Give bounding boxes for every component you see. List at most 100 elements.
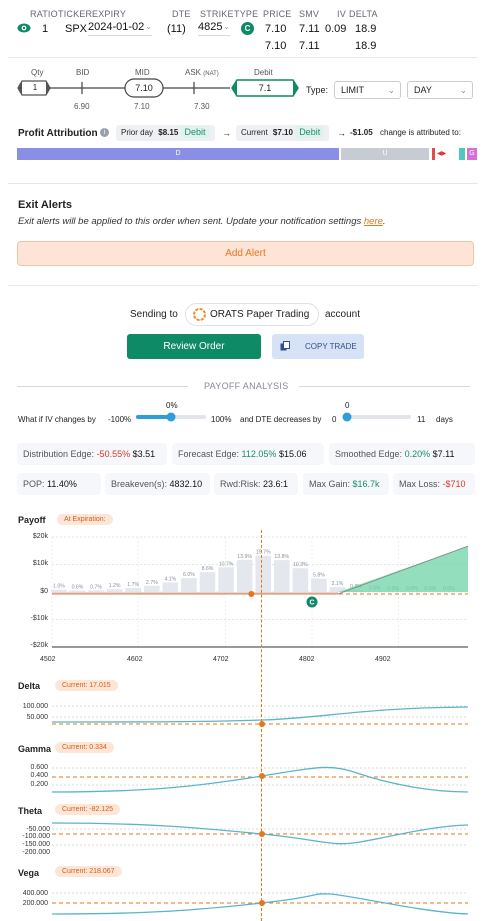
delta-header: DELTA xyxy=(349,9,378,19)
iv-slider[interactable] xyxy=(136,410,208,424)
payoff-line xyxy=(52,545,469,595)
qty-stepper[interactable] xyxy=(17,80,51,96)
expiry-value: 2024-01-02 xyxy=(88,21,145,33)
price-value: 7.10 xyxy=(265,23,287,35)
attribution-bar-delta[interactable]: D xyxy=(17,148,339,160)
strike-marker-icon xyxy=(306,596,318,608)
dte-slider[interactable] xyxy=(341,410,413,424)
reward-risk-stat: Rwd:Risk: 23.6:1 xyxy=(214,473,298,495)
dte-change-label: and DTE decreases by xyxy=(240,415,322,424)
time-in-force-value: DAY xyxy=(414,85,432,95)
y-tick-label: $0 xyxy=(40,588,48,595)
smv-header: SMV xyxy=(299,9,320,19)
bar-data-label: 0.6% xyxy=(72,585,84,591)
stat-value: 112.05% xyxy=(241,449,277,459)
probability-bar xyxy=(69,590,86,592)
current-label: Current: xyxy=(62,868,88,875)
attribution-bar-gamma[interactable]: G xyxy=(467,148,477,160)
ratio-header: RATIO xyxy=(30,9,58,19)
gamma-chart[interactable] xyxy=(0,758,486,803)
bar-data-label: 10.7% xyxy=(219,561,234,567)
mid-handle-value[interactable]: 7.10 xyxy=(135,83,153,93)
arrow-right-icon: → xyxy=(222,128,231,138)
at-expiration-pill: At Expiration: xyxy=(57,514,113,525)
ratio-value: 1 xyxy=(42,23,49,35)
profit-attribution-title: Profit Attribution xyxy=(18,128,98,139)
probability-bar xyxy=(125,588,142,592)
add-alert-button[interactable]: Add Alert xyxy=(17,241,474,266)
payoff-chart[interactable]: 1.0% 0.6% 0.7% 1.2% 1.7% 2.7% 4.1% 6.0% 8.6% 10.7… xyxy=(0,520,486,670)
notification-settings-link[interactable]: here xyxy=(363,216,383,227)
stat-label: Smoothed Edge: xyxy=(335,449,403,459)
stat-label: Max Loss: xyxy=(399,479,441,489)
order-type-select[interactable]: LIMIT ⌄ xyxy=(334,81,401,99)
delta-current-value: 17.015 xyxy=(89,682,111,689)
attribution-bar-underlying[interactable]: U xyxy=(341,148,429,160)
bar-data-label: 8.6% xyxy=(202,566,214,572)
arrows-icon: ◀▶ xyxy=(437,151,447,157)
change-value: -$1.05 xyxy=(350,128,373,137)
stat-value: -$710 xyxy=(442,479,466,489)
dte-header: DTE xyxy=(172,9,191,19)
probability-bar xyxy=(162,582,179,592)
probability-bar xyxy=(255,555,272,592)
expiry-select[interactable]: 2024-01-02 ⌄ xyxy=(88,21,152,36)
type-label: Type: xyxy=(306,85,329,95)
chevron-down-icon: ⌄ xyxy=(145,22,152,31)
payoff-chart-title: Payoff xyxy=(18,515,46,525)
chevron-down-icon: ⌄ xyxy=(459,85,467,95)
stat-label: Rwd:Risk: xyxy=(220,479,261,489)
attribution-bar-vega[interactable] xyxy=(459,148,465,160)
bar-data-label: 15.7% xyxy=(256,550,271,556)
qty-label: Qty xyxy=(31,68,44,77)
x-tick-label: 4902 xyxy=(375,656,391,663)
theta-current-pill: Current: -82.125 xyxy=(55,804,120,815)
debit-value[interactable]: 7.1 xyxy=(258,83,272,93)
account-selector[interactable]: ORATS Paper Trading xyxy=(185,303,319,326)
vega-chart[interactable] xyxy=(0,882,486,921)
strike-value: 4825 xyxy=(198,21,223,33)
y-tick-label: $10k xyxy=(32,560,48,567)
stat-value: 4832.10 xyxy=(169,479,203,489)
forecast-edge-stat: Forecast Edge: 112.05% $15.06 xyxy=(172,443,324,465)
strike-select[interactable]: 4825 ⌄ xyxy=(198,21,230,36)
call-type-badge[interactable]: C xyxy=(241,22,254,35)
time-in-force-select[interactable]: DAY ⌄ xyxy=(407,81,473,99)
prior-day-tag: Debit xyxy=(180,126,210,138)
dte-slider-value: 0 xyxy=(345,401,350,410)
probability-bar xyxy=(143,585,160,592)
probability-bar xyxy=(88,590,104,592)
theta-chart[interactable] xyxy=(0,818,486,863)
divider xyxy=(8,183,478,184)
stat-value: 23.6:1 xyxy=(263,479,289,489)
prior-day-value: $8.15 xyxy=(158,128,179,137)
payoff-loss-area xyxy=(52,592,339,594)
y-tick-label: -100.000 xyxy=(22,833,50,840)
smoothed-edge-stat: Smoothed Edge: 0.20% $7.11 xyxy=(329,443,475,465)
iv-slider-value: 0% xyxy=(166,401,178,410)
x-tick-label: 4802 xyxy=(299,656,315,663)
iv-change-label: What if IV changes by xyxy=(18,415,96,424)
delta-current-pill: Current: 17.015 xyxy=(55,680,118,691)
total-price-value: 7.10 xyxy=(265,40,287,52)
mid-label: MID xyxy=(135,68,150,77)
qty-value[interactable]: 1 xyxy=(32,83,38,92)
price-header: PRICE xyxy=(263,9,292,19)
info-icon[interactable]: i xyxy=(100,128,109,137)
vega-current-value: 218.067 xyxy=(89,868,115,875)
y-tick-label: 0.200 xyxy=(30,781,48,788)
current-price-marker xyxy=(248,591,255,597)
current-tag: Debit xyxy=(295,126,325,138)
y-tick-label: 0.400 xyxy=(30,772,48,779)
bar-data-label: 2.7% xyxy=(146,580,158,586)
price-slider[interactable] xyxy=(50,65,240,113)
eye-icon[interactable] xyxy=(17,22,31,34)
delta-chart[interactable] xyxy=(0,695,486,740)
bar-data-label: 5.8% xyxy=(313,573,325,579)
ask-value: 7.30 xyxy=(194,102,210,111)
x-tick-label: 4602 xyxy=(127,656,143,663)
attribution-bar-theta[interactable] xyxy=(432,148,435,160)
debit-stepper[interactable] xyxy=(231,79,299,97)
review-order-button[interactable]: Review Order xyxy=(127,334,261,359)
stat-value: $16.7k xyxy=(352,479,380,489)
